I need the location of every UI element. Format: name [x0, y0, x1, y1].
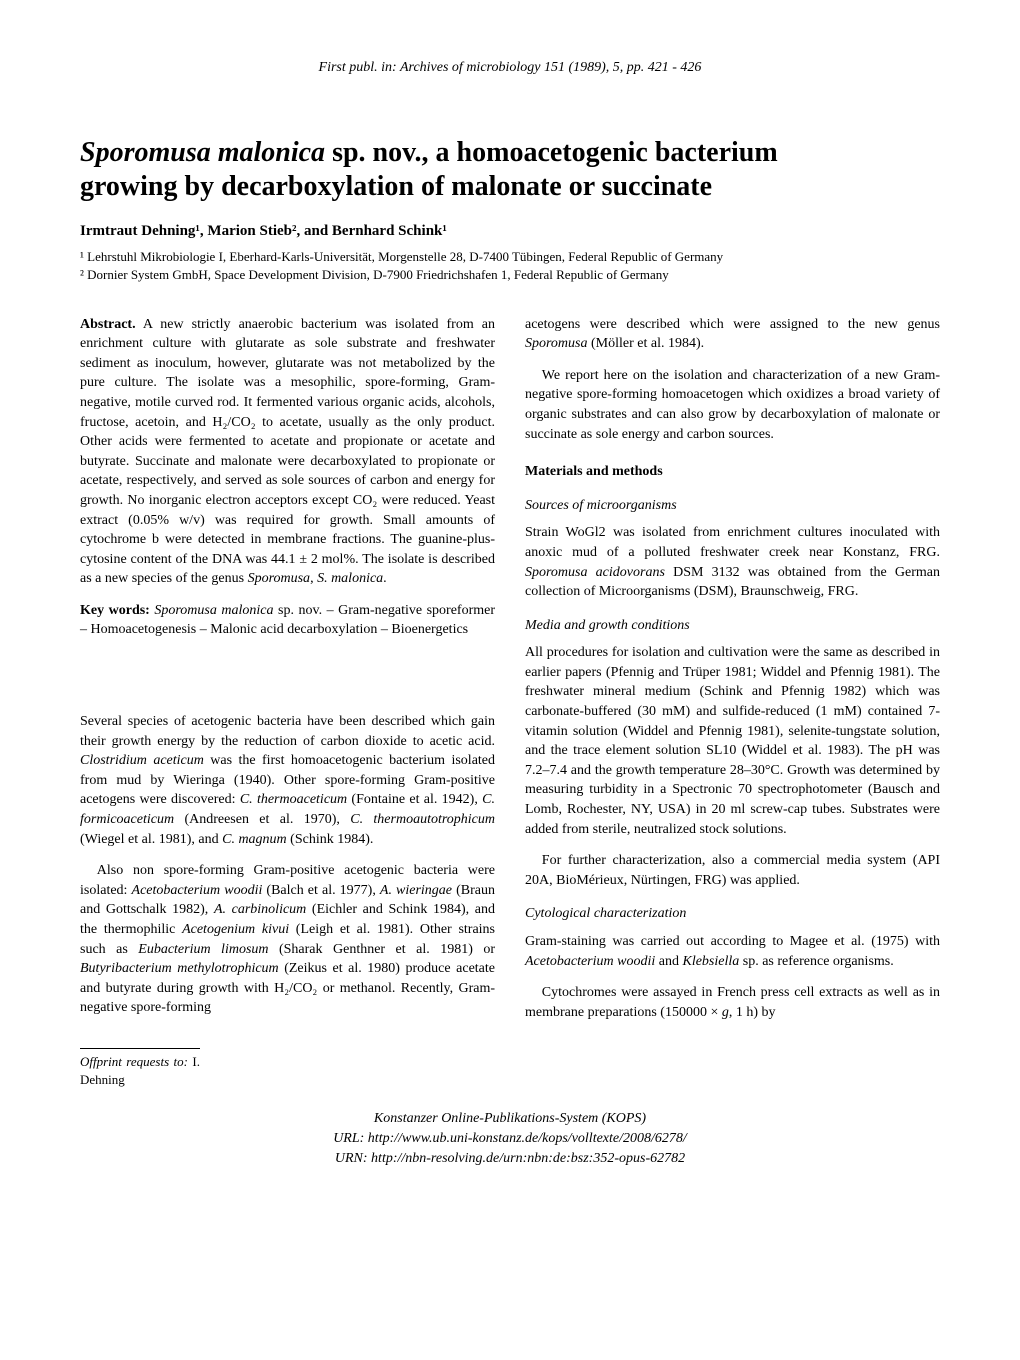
abstract-mid: , — [310, 571, 317, 586]
sources-p: Strain WoGl2 was isolated from enrichmen… — [525, 523, 940, 601]
intro-p1-i1: Clostridium aceticum — [80, 753, 204, 768]
left-column: Abstract. A new strictly anaerobic bacte… — [80, 315, 495, 1090]
intro-p1-i4: C. thermoautotrophicum — [350, 812, 495, 827]
abstract: Abstract. A new strictly anaerobic bacte… — [80, 315, 495, 589]
cyto-p2: Cytochromes were assayed in French press… — [525, 983, 940, 1022]
cyto-p2-b: , 1 h) by — [729, 1005, 776, 1020]
cyto-p1-b: and — [655, 954, 682, 969]
cont-p2: We report here on the isolation and char… — [525, 366, 940, 444]
cont-i1: Sporomusa — [525, 336, 588, 351]
intro-p1-i5: C. magnum — [222, 832, 287, 847]
affiliation-2: ² Dornier System GmbH, Space Development… — [80, 266, 940, 284]
media-p1: All procedures for isolation and cultiva… — [525, 643, 940, 839]
intro-p2-i6: Butyribacterium methylotrophicum — [80, 961, 279, 976]
intro-p2: Also non spore-forming Gram-positive ace… — [80, 861, 495, 1018]
cyto-p1-a: Gram-staining was carried out according … — [525, 934, 940, 949]
paper-title: Sporomusa malonica sp. nov., a homoaceto… — [80, 136, 940, 203]
affiliation-1: ¹ Lehrstuhl Mikrobiologie I, Eberhard-Ka… — [80, 248, 940, 266]
offprint-label: Offprint requests to: — [80, 1054, 188, 1069]
intro-p1-c: (Fontaine et al. 1942), — [347, 792, 482, 807]
sources-i1: Sporomusa acidovorans — [525, 565, 665, 580]
cyto-p2-i1: g — [722, 1005, 729, 1020]
cont-p1: acetogens were described which were assi… — [525, 315, 940, 354]
intro-p2-i5: Eubacterium limosum — [138, 942, 268, 957]
keywords: Key words: Sporomusa malonica sp. nov. –… — [80, 601, 495, 640]
footer-url: URL: http://www.ub.uni-konstanz.de/kops/… — [80, 1129, 940, 1149]
intro-p2-b: (Balch et al. 1977), — [262, 883, 380, 898]
cyto-p1-i2: Klebsiella — [682, 954, 739, 969]
intro-p1-a: Several species of acetogenic bacteria h… — [80, 714, 495, 749]
intro-p1-e: (Wiegel et al. 1981), and — [80, 832, 222, 847]
materials-methods-head: Materials and methods — [525, 462, 940, 482]
intro-p1: Several species of acetogenic bacteria h… — [80, 712, 495, 849]
cont-a: acetogens were described which were assi… — [525, 317, 940, 332]
keywords-label: Key words: — [80, 603, 150, 618]
cyto-p1-i1: Acetobacterium woodii — [525, 954, 655, 969]
cyto-head: Cytological characterization — [525, 904, 940, 924]
intro-p2-i3: A. carbinolicum — [214, 902, 306, 917]
abstract-sp1: Sporomusa — [248, 571, 311, 586]
title-species: Sporomusa malonica — [80, 137, 325, 168]
footer-urn: URN: http://nbn-resolving.de/urn:nbn:de:… — [80, 1149, 940, 1169]
abstract-end: . — [383, 571, 387, 586]
abstract-sp2: S. malonica — [317, 571, 383, 586]
authors-line: Irmtraut Dehning¹, Marion Stieb², and Be… — [80, 223, 940, 240]
abstract-body: A new strictly anaerobic bacterium was i… — [80, 317, 495, 587]
title-rest-1: sp. nov., a homoacetogenic bacterium — [325, 137, 778, 168]
intro-p2-i4: Acetogenium kivui — [182, 922, 289, 937]
media-p2: For further characterization, also a com… — [525, 851, 940, 890]
intro-p2-i2: A. wieringae — [380, 883, 452, 898]
intro-p2-i1: Acetobacterium woodii — [132, 883, 263, 898]
title-line2: growing by decarboxylation of malonate o… — [80, 171, 712, 202]
cyto-p1-c: sp. as reference organisms. — [739, 954, 893, 969]
footer-links: Konstanzer Online-Publikations-System (K… — [80, 1109, 940, 1168]
keywords-species: Sporomusa malonica — [150, 603, 274, 618]
right-column: acetogens were described which were assi… — [525, 315, 940, 1090]
intro-p1-f: (Schink 1984). — [287, 832, 374, 847]
media-head: Media and growth conditions — [525, 616, 940, 636]
sources-head: Sources of microorganisms — [525, 496, 940, 516]
intro-p1-i2: C. thermoaceticum — [240, 792, 347, 807]
publication-note: First publ. in: Archives of microbiology… — [80, 60, 940, 76]
intro-p1-d: (Andreesen et al. 1970), — [174, 812, 350, 827]
abstract-label: Abstract. — [80, 317, 136, 332]
footer-kops: Konstanzer Online-Publikations-System (K… — [80, 1109, 940, 1129]
affiliations: ¹ Lehrstuhl Mikrobiologie I, Eberhard-Ka… — [80, 248, 940, 284]
intro-p2-f: (Sharak Genthner et al. 1981) or — [269, 942, 495, 957]
cont-b: (Möller et al. 1984). — [588, 336, 705, 351]
offprint-note: Offprint requests to: I. Dehning — [80, 1048, 200, 1089]
cyto-p1: Gram-staining was carried out according … — [525, 932, 940, 971]
sources-a: Strain WoGl2 was isolated from enrichmen… — [525, 525, 940, 560]
